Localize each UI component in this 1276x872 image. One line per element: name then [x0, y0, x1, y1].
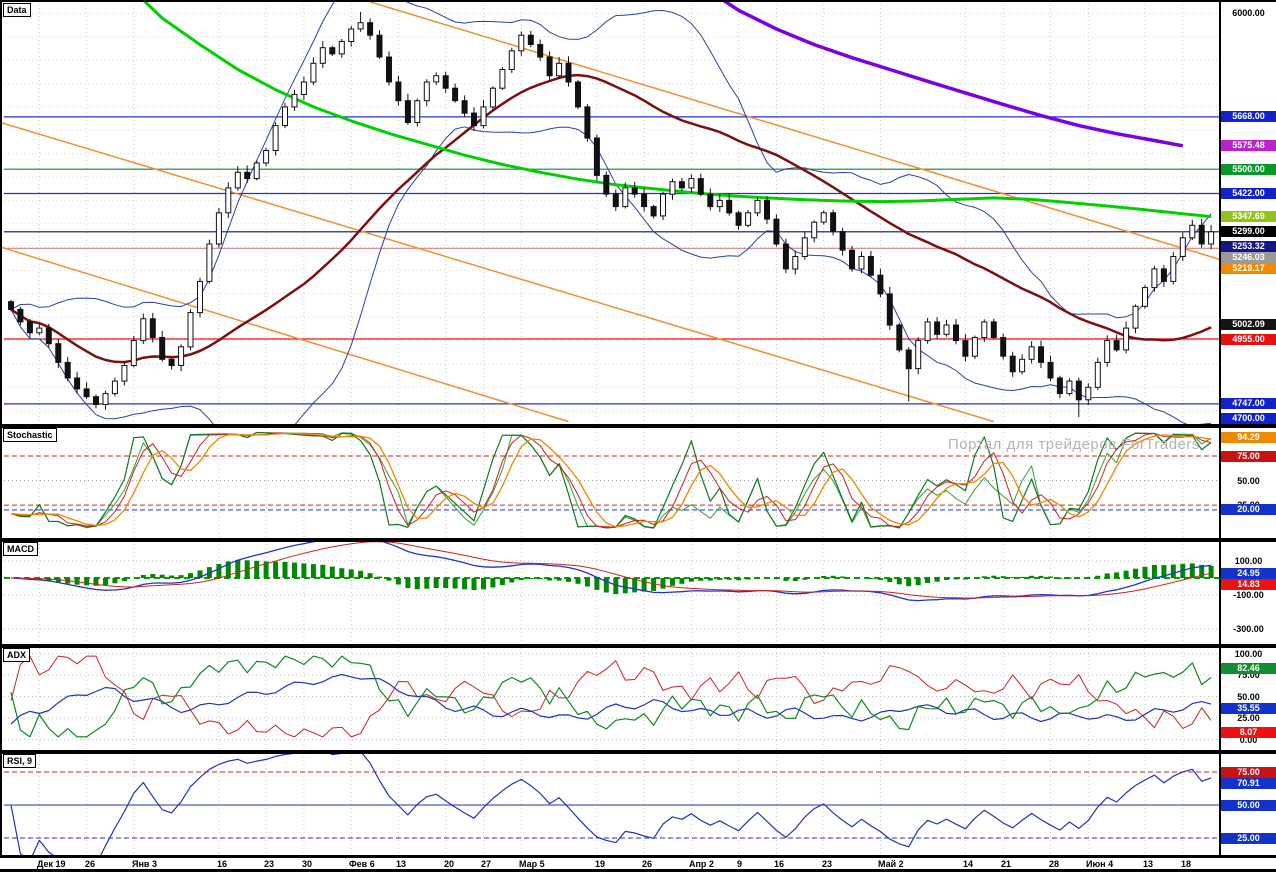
date-tick-label: 19: [595, 859, 606, 869]
date-tick-label: 13: [396, 859, 407, 869]
panel-label-macd[interactable]: MACD: [3, 542, 38, 556]
price-label-box: 5299.00: [1221, 226, 1276, 237]
date-tick-label: 14: [963, 859, 974, 869]
axis-value-label: 25.00: [1237, 713, 1260, 723]
axis-value-label: 100.00: [1234, 649, 1263, 659]
date-tick-label: Фев 6: [349, 859, 375, 869]
panel-label-adx[interactable]: ADX: [3, 648, 31, 662]
price-label-box: 24.95: [1221, 568, 1276, 579]
axis-value-label: 0.00: [1239, 735, 1258, 745]
date-tick-label: Июн 4: [1086, 859, 1114, 869]
price-label-box: 5347.69: [1221, 211, 1276, 222]
stochastic-panel[interactable]: [4, 431, 1219, 529]
date-tick-label: 23: [822, 859, 833, 869]
date-tick-label: 26: [85, 859, 96, 869]
price-label-box: 75.00: [1221, 451, 1276, 462]
price-label-box: 25.00: [1221, 833, 1276, 844]
date-tick-label: 16: [774, 859, 785, 869]
price-label-box: 5002.09: [1221, 319, 1276, 330]
price-label-box: 5246.03: [1221, 252, 1276, 263]
adx-panel[interactable]: [4, 653, 1219, 740]
date-tick-label: 9: [737, 859, 743, 869]
price-label-box: 4700.00: [1221, 413, 1276, 424]
price-label-box: 5219.17: [1221, 263, 1276, 274]
price-label-box: 94.29: [1221, 432, 1276, 443]
price-label-box: 8.07: [1221, 727, 1276, 738]
date-tick-label: Дек 19: [37, 859, 66, 869]
time-axis[interactable]: Дек 19 26 Янв 3 16 23 30 Фев 6 13 20 27 Мар 5 19 26 А…: [0, 858, 1276, 869]
price-panel[interactable]: [2, 0, 1226, 455]
date-tick-label: 21: [1001, 859, 1012, 869]
price-label-box: 50.00: [1221, 800, 1276, 811]
axis-value-label: 100.00: [1234, 556, 1263, 566]
price-label-box: 70.91: [1221, 778, 1276, 789]
date-tick-label: 30: [302, 859, 313, 869]
price-label-box: 20.00: [1221, 504, 1276, 515]
axis-value-label: 50.00: [1237, 692, 1260, 702]
date-tick-label: Янв 3: [132, 859, 157, 869]
price-label-box: 4955.00: [1221, 334, 1276, 345]
rsi-panel[interactable]: [4, 750, 1219, 865]
macd-panel[interactable]: [4, 538, 1219, 630]
price-label-box: 5668.00: [1221, 111, 1276, 122]
price-label-box: 35.55: [1221, 703, 1276, 714]
price-label-box: 75.00: [1221, 767, 1276, 778]
price-label-box: 5253.32: [1221, 241, 1276, 252]
price-label-box: 82.46: [1221, 663, 1276, 674]
watermark-text: Портал для трейдеров ForTraders: [948, 436, 1200, 453]
date-tick-label: Апр 2: [689, 859, 714, 869]
date-tick-label: 20: [444, 859, 455, 869]
date-tick-label: 16: [217, 859, 228, 869]
axis-value-label: -300.00: [1233, 624, 1264, 634]
date-tick-label: 23: [264, 859, 275, 869]
price-label-box: 4747.00: [1221, 398, 1276, 409]
date-tick-label: 18: [1181, 859, 1192, 869]
price-label-box: 5575.48: [1221, 140, 1276, 151]
date-tick-label: Мар 5: [519, 859, 545, 869]
axis-value-label: 6000.00: [1232, 8, 1265, 18]
price-axis[interactable]: 6000.00 5668.00 5575.48 5500.00 5422.00 5347.…: [1221, 0, 1276, 872]
date-tick-label: 26: [642, 859, 653, 869]
date-tick-label: 27: [481, 859, 492, 869]
date-tick-label: Май 2: [878, 859, 904, 869]
price-label-box: 5500.00: [1221, 164, 1276, 175]
panel-label-data[interactable]: Data: [3, 3, 31, 17]
date-tick-label: 28: [1049, 859, 1060, 869]
axis-value-label: 50.00: [1237, 476, 1260, 486]
panel-label-rsi[interactable]: RSI, 9: [3, 754, 37, 768]
panel-label-stochastic[interactable]: Stochastic: [3, 428, 57, 442]
price-label-box: 5422.00: [1221, 188, 1276, 199]
axis-value-label: 75.00: [1237, 670, 1260, 680]
axis-value-label: -100.00: [1233, 590, 1264, 600]
date-tick-label: 13: [1143, 859, 1154, 869]
grid-lines: [38, 4, 1184, 855]
price-label-box: 14.83: [1221, 579, 1276, 590]
